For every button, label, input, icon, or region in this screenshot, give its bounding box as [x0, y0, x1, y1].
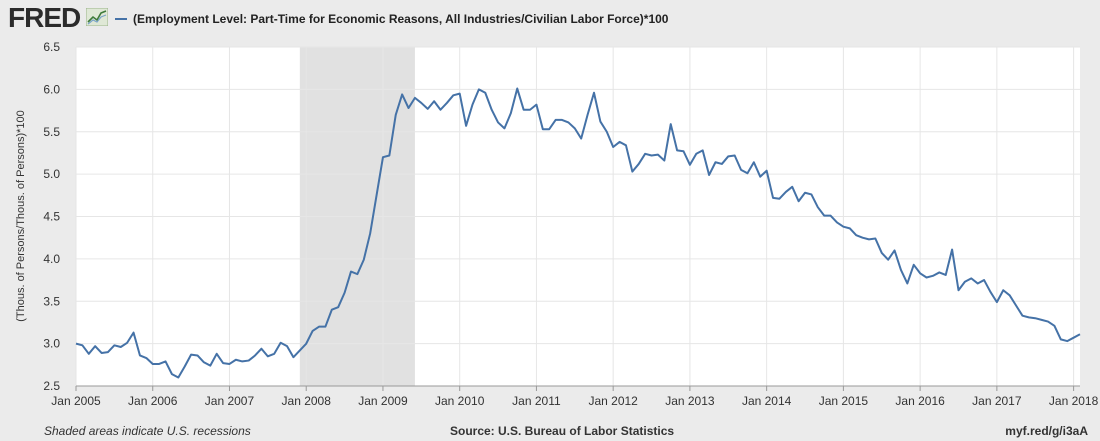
short-url-link[interactable]: myf.red/g/i3aA: [1005, 424, 1088, 438]
x-tick-label: Jan 2013: [665, 394, 715, 408]
recession-note: Shaded areas indicate U.S. recessions: [44, 424, 251, 438]
series-line-0: [75, 87, 1081, 379]
legend: (Employment Level: Part-Time for Economi…: [115, 12, 668, 26]
source-note: Source: U.S. Bureau of Labor Statistics: [450, 424, 675, 438]
y-tick-label: 5.0: [43, 167, 60, 181]
x-tick-label: Jan 2018: [1049, 394, 1099, 408]
x-tick-label: Jan 2017: [972, 394, 1022, 408]
legend-label: (Employment Level: Part-Time for Economi…: [133, 12, 669, 26]
y-tick-label: 4.0: [43, 252, 60, 266]
y-tick-label: 6.0: [43, 82, 60, 96]
x-tick-label: Jan 2012: [588, 394, 638, 408]
x-tick-label: Jan 2007: [205, 394, 255, 408]
x-tick-label: Jan 2015: [819, 394, 869, 408]
x-tick-label: Jan 2010: [435, 394, 485, 408]
x-tick-label: Jan 2009: [358, 394, 408, 408]
fred-chart-icon: [86, 8, 108, 26]
y-tick-label: 6.5: [43, 40, 60, 54]
legend-swatch: [115, 18, 127, 20]
y-axis-title: (Thous. of Persons/Thous. of Persons)*10…: [15, 110, 27, 322]
y-tick-label: 4.5: [43, 210, 60, 224]
x-tick-label: Jan 2006: [128, 394, 178, 408]
y-tick-label: 3.0: [43, 337, 60, 351]
x-tick-label: Jan 2011: [512, 394, 561, 408]
y-tick-label: 3.5: [43, 294, 60, 308]
x-tick-label: Jan 2014: [742, 394, 792, 408]
x-tick-label: Jan 2008: [282, 394, 332, 408]
x-tick-label: Jan 2016: [895, 394, 945, 408]
chart-header: FRED (Employment Level: Part-Time for Ec…: [0, 0, 1100, 40]
fred-logo[interactable]: FRED: [8, 2, 81, 33]
x-tick-label: Jan 2005: [51, 394, 101, 408]
y-tick-label: 2.5: [43, 379, 60, 393]
y-tick-label: 5.5: [43, 125, 60, 139]
